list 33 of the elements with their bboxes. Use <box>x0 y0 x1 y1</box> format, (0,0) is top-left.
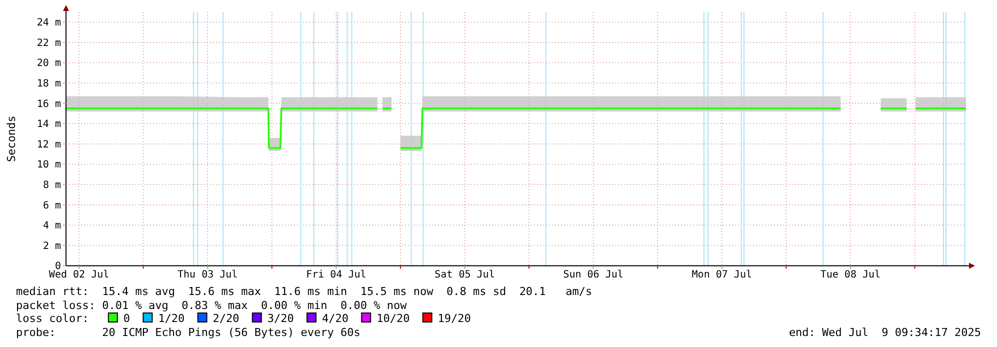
text: probe: 20 ICMP Echo Pings (56 Bytes) every 60s <box>16 326 360 339</box>
text: end: Wed Jul 9 09:34:17 2025 <box>788 326 981 339</box>
y-tick-label: 20 m <box>36 58 61 70</box>
y-tick-label: 0 <box>54 261 61 272</box>
legend-label: 1/20 <box>158 312 185 325</box>
x-tick-label: Wed 02 Jul <box>48 270 110 281</box>
legend-label: 3/20 <box>267 312 294 325</box>
legend-title: loss color: <box>16 312 89 325</box>
text: packet loss: 0.01 % avg 0.83 % max 0.00 % min 0.00 % now <box>16 299 408 312</box>
legend-label: 2/20 <box>212 312 240 325</box>
y-tick-label: 8 m <box>42 180 61 192</box>
y-tick-label: 14 m <box>36 119 61 130</box>
y-axis-title: Seconds <box>5 116 18 162</box>
y-tick-label: 22 m <box>36 38 61 49</box>
y-tick-label: 4 m <box>42 220 61 232</box>
legend-label: 0 <box>123 312 130 325</box>
y-tick-label: 10 m <box>36 160 61 171</box>
x-tick-label: Mon 07 Jul <box>692 270 752 281</box>
x-tick-label: Thu 03 Jul <box>178 270 238 281</box>
y-tick-label: 2 m <box>42 240 61 252</box>
y-tick-label: 24 m <box>36 18 61 29</box>
legend-label: 4/20 <box>322 312 348 325</box>
y-tick-label: 12 m <box>36 139 61 150</box>
text: median rtt: 15.4 ms avg 15.6 ms max 11.6 ms min 15.5 ms now 0.8 ms sd 20.1 am/s <box>16 285 592 298</box>
legend-label: 10/20 <box>376 312 410 325</box>
x-tick-label: Tue 08 Jul <box>820 270 881 281</box>
legend-label: 19/20 <box>438 312 471 325</box>
x-tick-label: Fri 04 Jul <box>306 270 366 281</box>
x-tick-label: Sun 06 Jul <box>563 270 624 281</box>
y-tick-label: 16 m <box>36 98 61 110</box>
y-tick-label: 18 m <box>36 78 61 90</box>
y-tick-label: 6 m <box>42 200 61 212</box>
x-tick-label: Sat 05 Jul <box>434 270 495 281</box>
